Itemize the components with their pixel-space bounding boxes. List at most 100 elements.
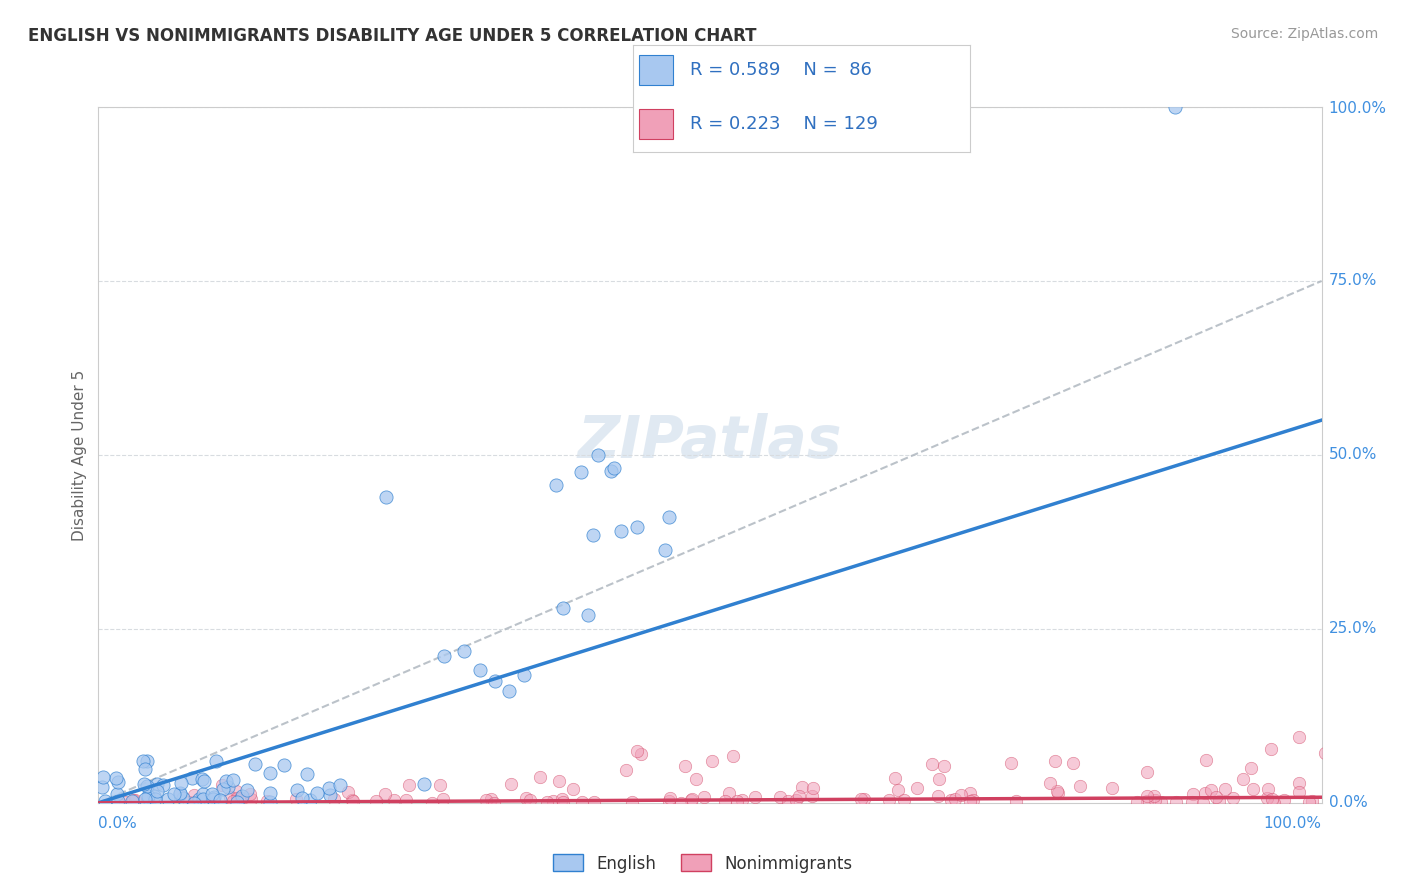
Point — [256, 794, 278, 808]
Point — [291, 790, 314, 805]
Point — [586, 448, 609, 462]
Point — [336, 785, 359, 799]
Point — [322, 792, 344, 806]
Point — [202, 790, 225, 805]
Point — [1136, 789, 1159, 803]
Point — [1215, 782, 1237, 797]
Point — [225, 790, 247, 805]
Point — [498, 684, 520, 698]
Point — [114, 795, 136, 809]
Point — [928, 772, 950, 786]
Point — [785, 793, 807, 807]
Point — [395, 793, 418, 807]
Point — [468, 663, 491, 677]
Text: R = 0.589    N =  86: R = 0.589 N = 86 — [690, 62, 872, 79]
Point — [1101, 781, 1123, 796]
Point — [236, 783, 259, 797]
Point — [340, 793, 363, 807]
Point — [553, 795, 575, 809]
Point — [543, 794, 565, 808]
Point — [1288, 785, 1310, 799]
Point — [169, 787, 191, 801]
Text: Source: ZipAtlas.com: Source: ZipAtlas.com — [1230, 27, 1378, 41]
Point — [1046, 783, 1069, 797]
Point — [1256, 790, 1278, 805]
Point — [658, 509, 681, 524]
Point — [551, 792, 574, 806]
Point — [172, 790, 194, 805]
Point — [877, 793, 900, 807]
Point — [124, 793, 146, 807]
Point — [562, 782, 585, 797]
Point — [94, 794, 117, 808]
Point — [1315, 746, 1337, 760]
Point — [221, 794, 243, 808]
Point — [143, 791, 166, 805]
Point — [136, 789, 159, 803]
Point — [744, 790, 766, 805]
Point — [170, 776, 193, 790]
Point — [342, 794, 364, 808]
Point — [432, 792, 454, 806]
Point — [962, 793, 984, 807]
Point — [614, 764, 637, 778]
Point — [225, 783, 247, 797]
Point — [1143, 789, 1166, 803]
Point — [298, 793, 321, 807]
Point — [932, 759, 955, 773]
Point — [295, 767, 318, 781]
Point — [725, 794, 748, 808]
Point — [547, 773, 569, 788]
Point — [479, 792, 502, 806]
Point — [529, 770, 551, 784]
Y-axis label: Disability Age Under 5: Disability Age Under 5 — [72, 369, 87, 541]
Point — [1222, 791, 1244, 805]
Point — [135, 779, 157, 793]
Point — [163, 787, 186, 801]
Point — [105, 787, 128, 801]
Text: ENGLISH VS NONIMMIGRANTS DISABILITY AGE UNDER 5 CORRELATION CHART: ENGLISH VS NONIMMIGRANTS DISABILITY AGE … — [28, 27, 756, 45]
Point — [941, 793, 963, 807]
Point — [143, 789, 166, 803]
Point — [921, 757, 943, 772]
Point — [1199, 782, 1222, 797]
Point — [685, 772, 707, 787]
Point — [893, 793, 915, 807]
Point — [136, 754, 159, 768]
Point — [184, 795, 207, 809]
Point — [659, 791, 682, 805]
Point — [1191, 796, 1213, 810]
Point — [621, 795, 644, 809]
Point — [582, 527, 605, 541]
Point — [231, 790, 253, 805]
Point — [177, 795, 200, 809]
Point — [943, 791, 966, 805]
Point — [553, 601, 575, 615]
Point — [193, 792, 215, 806]
Point — [259, 796, 281, 810]
Text: 100.0%: 100.0% — [1329, 102, 1386, 116]
Point — [217, 780, 239, 794]
Point — [1241, 781, 1264, 796]
Point — [107, 774, 129, 789]
Point — [201, 792, 224, 806]
Text: R = 0.223    N = 129: R = 0.223 N = 129 — [690, 115, 877, 133]
Point — [482, 796, 505, 810]
Point — [927, 789, 949, 804]
Point — [671, 796, 693, 810]
Point — [787, 789, 810, 804]
Point — [1125, 795, 1147, 809]
Point — [93, 770, 115, 784]
Point — [853, 792, 876, 806]
Point — [1182, 787, 1205, 801]
Point — [1232, 772, 1254, 786]
Point — [801, 789, 824, 803]
Text: 0.0%: 0.0% — [98, 816, 138, 831]
Point — [484, 674, 506, 689]
Point — [259, 786, 281, 800]
Point — [626, 520, 648, 534]
Point — [569, 465, 592, 479]
Point — [382, 792, 405, 806]
Point — [318, 781, 340, 796]
Point — [790, 780, 813, 795]
